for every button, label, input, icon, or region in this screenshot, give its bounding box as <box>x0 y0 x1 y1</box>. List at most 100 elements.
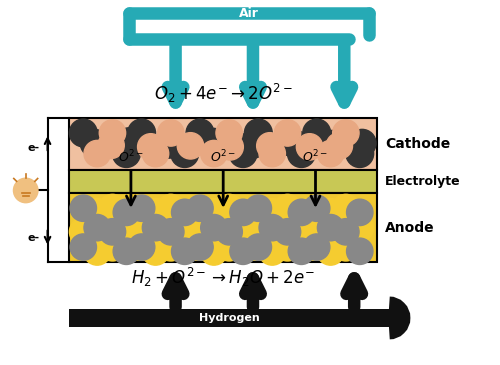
Circle shape <box>142 141 169 167</box>
Circle shape <box>128 234 155 260</box>
Circle shape <box>239 130 267 158</box>
Circle shape <box>303 218 330 246</box>
Circle shape <box>100 120 126 146</box>
Circle shape <box>142 199 170 226</box>
Circle shape <box>187 234 213 260</box>
Circle shape <box>346 199 373 226</box>
Circle shape <box>70 218 97 246</box>
Circle shape <box>112 140 140 168</box>
Circle shape <box>172 238 198 265</box>
Circle shape <box>258 237 286 265</box>
Circle shape <box>346 140 374 168</box>
Circle shape <box>274 219 300 245</box>
Text: $\mathit{O^{2-}}$: $\mathit{O^{2-}}$ <box>118 149 144 165</box>
Circle shape <box>274 120 300 146</box>
Text: e-: e- <box>28 233 40 243</box>
Circle shape <box>318 130 346 158</box>
Circle shape <box>84 141 110 167</box>
Circle shape <box>216 233 243 261</box>
Circle shape <box>217 134 244 160</box>
Text: e-: e- <box>28 143 40 153</box>
Circle shape <box>84 215 110 241</box>
Circle shape <box>70 119 97 147</box>
Circle shape <box>326 132 352 159</box>
Circle shape <box>303 119 330 147</box>
Text: Anode: Anode <box>385 221 434 235</box>
Text: $\mathit{H_2 + O^{2-} \rightarrow H_2O + 2e^{-}}$: $\mathit{H_2 + O^{2-} \rightarrow H_2O +… <box>132 266 315 289</box>
Circle shape <box>348 129 376 157</box>
Text: Air: Air <box>239 7 259 20</box>
Circle shape <box>316 237 344 265</box>
Circle shape <box>113 238 140 265</box>
Circle shape <box>346 238 373 265</box>
Circle shape <box>259 141 285 167</box>
Circle shape <box>158 219 184 245</box>
Circle shape <box>288 199 314 226</box>
Circle shape <box>230 238 256 265</box>
Circle shape <box>332 120 359 146</box>
Circle shape <box>98 132 124 158</box>
Circle shape <box>316 199 344 226</box>
Circle shape <box>70 234 96 260</box>
Circle shape <box>332 194 360 222</box>
Circle shape <box>142 215 169 241</box>
Bar <box>70 309 389 327</box>
Circle shape <box>158 120 184 146</box>
Circle shape <box>288 140 316 168</box>
Circle shape <box>84 237 111 265</box>
Circle shape <box>172 199 198 226</box>
Circle shape <box>98 233 126 261</box>
Text: Hydrogen: Hydrogen <box>199 313 260 323</box>
Circle shape <box>115 128 143 155</box>
Circle shape <box>128 195 155 222</box>
Circle shape <box>128 218 156 246</box>
Circle shape <box>80 129 108 157</box>
Text: $\mathit{O_2 + 4e^{-} \rightarrow 2O^{2-}}$: $\mathit{O_2 + 4e^{-} \rightarrow 2O^{2-… <box>154 82 292 105</box>
Circle shape <box>128 119 156 147</box>
Circle shape <box>259 215 285 241</box>
Text: $\mathit{O^{2-}}$: $\mathit{O^{2-}}$ <box>302 149 328 165</box>
Circle shape <box>200 215 227 241</box>
Circle shape <box>318 141 344 167</box>
Circle shape <box>70 195 96 222</box>
Circle shape <box>245 195 272 222</box>
Text: Electrolyte: Electrolyte <box>385 175 460 188</box>
Circle shape <box>229 140 257 168</box>
Circle shape <box>200 141 227 167</box>
Circle shape <box>332 233 360 261</box>
Circle shape <box>288 214 316 242</box>
Circle shape <box>274 194 301 222</box>
Circle shape <box>187 195 213 222</box>
Circle shape <box>244 218 272 246</box>
Circle shape <box>288 238 314 265</box>
Circle shape <box>256 132 283 159</box>
Circle shape <box>274 233 301 261</box>
Circle shape <box>258 199 286 226</box>
Circle shape <box>304 195 330 222</box>
Circle shape <box>216 219 242 245</box>
Circle shape <box>245 234 272 260</box>
Bar <box>70 119 377 170</box>
Circle shape <box>157 194 184 222</box>
Circle shape <box>98 194 126 222</box>
Circle shape <box>346 214 374 242</box>
Circle shape <box>229 214 257 242</box>
Text: $\mathit{O^{2-}}$: $\mathit{O^{2-}}$ <box>210 149 236 165</box>
Circle shape <box>332 219 359 245</box>
Circle shape <box>142 237 170 265</box>
Circle shape <box>171 214 198 242</box>
Circle shape <box>14 178 38 202</box>
Circle shape <box>178 132 204 159</box>
Circle shape <box>84 199 111 226</box>
Circle shape <box>186 218 214 246</box>
Bar <box>70 170 377 193</box>
Circle shape <box>171 140 198 168</box>
Circle shape <box>138 134 164 160</box>
Circle shape <box>186 119 214 147</box>
Circle shape <box>296 134 322 160</box>
Circle shape <box>113 199 140 226</box>
Bar <box>70 193 377 262</box>
Circle shape <box>216 120 242 146</box>
Circle shape <box>318 215 344 241</box>
Circle shape <box>279 129 306 157</box>
